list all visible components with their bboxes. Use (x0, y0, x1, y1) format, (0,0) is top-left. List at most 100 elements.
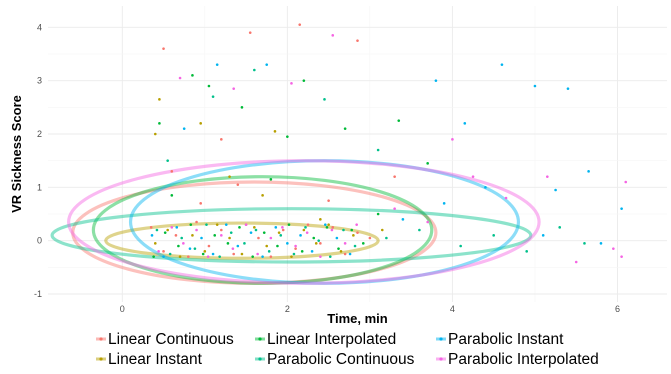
data-point (269, 178, 273, 181)
data-point (166, 159, 169, 162)
data-point (269, 255, 273, 258)
data-point (265, 63, 269, 66)
data-point (153, 132, 157, 136)
data-points (149, 23, 628, 264)
data-point (353, 244, 357, 248)
x-tick-label: 6 (615, 304, 620, 314)
data-point (158, 122, 161, 125)
data-point (187, 255, 190, 258)
data-point (302, 228, 306, 232)
data-point (287, 223, 291, 226)
data-point (397, 119, 401, 122)
data-point (232, 252, 235, 256)
data-point (162, 47, 165, 50)
data-point (541, 234, 545, 237)
data-point (566, 87, 570, 90)
data-point (195, 220, 198, 224)
legend-key-dot (99, 337, 103, 341)
data-point (624, 180, 628, 184)
data-point (200, 236, 203, 240)
data-point (393, 175, 396, 178)
y-tick-label: 4 (37, 22, 42, 32)
legend-label: Linear Instant (108, 351, 203, 368)
data-point (244, 223, 248, 226)
data-point (228, 175, 231, 178)
data-point (175, 226, 179, 229)
data-point (451, 138, 454, 141)
data-point (327, 199, 330, 202)
data-point (232, 87, 235, 90)
data-point (348, 252, 352, 256)
data-point (155, 228, 159, 232)
data-point (612, 247, 615, 250)
data-point (195, 228, 198, 232)
data-point (294, 247, 297, 250)
data-point (178, 255, 182, 258)
data-point (262, 231, 266, 234)
data-point (170, 194, 174, 197)
data-point (163, 231, 167, 234)
data-point (500, 63, 504, 66)
data-point (224, 223, 228, 226)
data-point (170, 226, 174, 229)
data-point (302, 79, 306, 82)
data-point (331, 226, 335, 229)
data-point (178, 76, 182, 80)
data-point (546, 175, 549, 178)
data-point (220, 228, 223, 232)
data-point (385, 236, 388, 240)
data-point (342, 228, 345, 232)
data-point (352, 234, 355, 237)
data-point (253, 226, 256, 229)
legend-label: Parabolic Continuous (267, 351, 415, 368)
tick-labels: 0 2 4 6 -1 0 1 2 3 4 (34, 22, 620, 314)
data-point (327, 223, 330, 226)
data-point (188, 247, 192, 250)
data-point (211, 252, 215, 256)
data-point (253, 68, 256, 72)
data-point (249, 231, 253, 234)
data-point (484, 186, 487, 189)
data-point (343, 242, 347, 245)
data-point (442, 202, 446, 205)
data-point (583, 242, 586, 245)
data-point (158, 98, 161, 101)
data-point (182, 242, 185, 245)
data-point (251, 255, 254, 258)
data-point (180, 236, 184, 240)
data-point (189, 223, 193, 226)
data-point (331, 34, 335, 37)
data-point (276, 244, 279, 248)
data-point (207, 244, 211, 248)
data-point (361, 242, 365, 245)
data-point (273, 130, 277, 133)
data-point (174, 234, 178, 237)
legend-label: Parabolic Interpolated (448, 351, 599, 368)
data-point (191, 234, 194, 237)
data-point (310, 250, 314, 253)
legend-key-dot (258, 337, 262, 341)
data-point (201, 252, 205, 256)
data-point (305, 231, 309, 234)
data-point (323, 98, 326, 101)
data-point (317, 239, 321, 242)
data-point (620, 207, 623, 210)
data-point (240, 106, 244, 109)
data-point (211, 95, 215, 98)
data-point (150, 234, 154, 237)
legend-key-dot (258, 357, 262, 361)
data-point (257, 236, 260, 240)
data-point (380, 228, 384, 232)
y-tick-label: 3 (37, 76, 42, 86)
data-point (149, 226, 153, 229)
data-point (304, 226, 307, 229)
data-point (238, 226, 241, 229)
ellipse (104, 221, 380, 260)
data-point (254, 228, 258, 232)
data-point (193, 247, 197, 250)
data-point (286, 242, 289, 245)
y-tick-label: 1 (37, 182, 42, 192)
data-point (231, 247, 235, 250)
data-point (376, 212, 380, 216)
